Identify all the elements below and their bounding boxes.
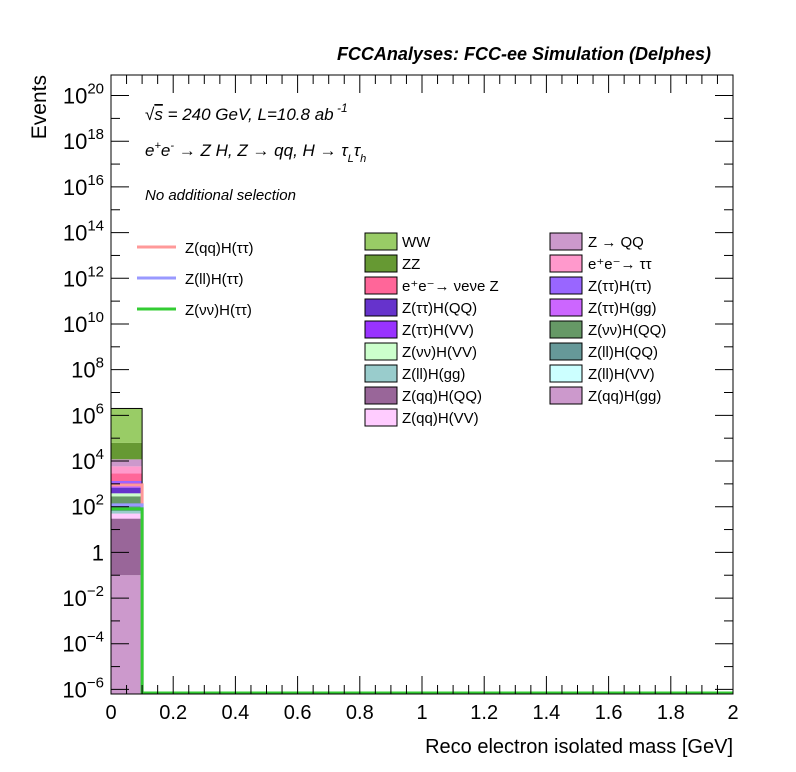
legend-label-z-h: Z(νν)H(ττ)	[185, 302, 252, 319]
y-axis-ticks: 10−6 10−4 10−2 1 102 104 106 108 1010 1012 1014 101…	[62, 81, 733, 702]
legend-label-e-e-e-e-z: e⁺e⁻→ νeνe Z	[402, 278, 499, 295]
chart-title: FCCAnalyses: FCC-ee Simulation (Delphes)	[337, 44, 711, 64]
y-tick-label: 1012	[63, 263, 104, 291]
x-tick-label: 1	[416, 702, 427, 724]
y-tick-label: 104	[71, 446, 104, 474]
legend-label-ww: WW	[402, 234, 431, 251]
y-tick-label: 106	[71, 400, 104, 428]
legend-label-z-h-gg: Z(ττ)H(gg)	[588, 300, 657, 317]
y-tick-label: 1010	[63, 309, 104, 337]
legend-swatch-z-h	[549, 276, 583, 295]
y-tick-label: 1020	[63, 81, 104, 109]
plot-frame	[110, 74, 734, 695]
legend: WW ZZ e⁺e⁻→ νeνe Z Z(ττ)H(QQ) Z(ττ)H(VV) Z(νν…	[137, 232, 666, 427]
bar-z-h-qq	[111, 487, 143, 494]
legend-label-z-qq-h: Z(qq)H(ττ)	[185, 240, 254, 257]
legend-label-z-h-qq: Z(νν)H(QQ)	[588, 322, 666, 339]
legend-swatch-e-e-e-e-z	[364, 276, 398, 295]
signal-line-z-qq-h	[111, 483, 733, 695]
x-tick-label: 1.8	[657, 702, 685, 724]
legend-swatch-z-qq-h-vv	[364, 408, 398, 427]
x-tick-label: 0	[105, 702, 116, 724]
legend-label-z-h-vv: Z(ττ)H(VV)	[402, 322, 474, 339]
x-tick-label: 0.2	[159, 702, 187, 724]
legend-label-z-h: Z(ττ)H(ττ)	[588, 278, 652, 295]
legend-label-zz: ZZ	[402, 256, 420, 273]
legend-swatch-z-h-qq	[549, 320, 583, 339]
legend-label-z-ll-h-vv: Z(ll)H(VV)	[588, 366, 655, 383]
bar-z-qq-h-qq	[111, 518, 143, 576]
legend-label-z-qq-h-gg: Z(qq)H(gg)	[588, 388, 661, 405]
annotation-process: e+e- → Z H, Z → qq, H → τLτh	[145, 140, 366, 165]
y-tick-label: 108	[71, 355, 104, 383]
legend-swatch-z-ll-h-qq	[549, 342, 583, 361]
signal-line-z-h	[111, 507, 733, 695]
signal-line-z-ll-h	[111, 503, 733, 695]
legend-swatch-z-ll-h-gg	[364, 364, 398, 383]
x-axis-label: Reco electron isolated mass [GeV]	[425, 736, 733, 758]
histogram-bars	[110, 407, 143, 695]
bar-e-e-e-e-z	[111, 473, 143, 481]
x-tick-label: 2	[727, 702, 738, 724]
y-axis-label: Events	[28, 75, 51, 139]
signal-histograms	[111, 483, 733, 695]
y-tick-label: 1018	[63, 126, 104, 154]
bar-z-h	[111, 480, 143, 483]
legend-label-z-ll-h: Z(ll)H(ττ)	[185, 271, 244, 288]
legend-swatch-zz	[364, 254, 398, 273]
bar-zz	[111, 442, 143, 460]
x-axis-ticks: 0 0.2 0.4 0.6 0.8 1 1.2 1.4 1.6 1.8 2	[105, 75, 739, 724]
bar-z-qq-h-gg	[111, 575, 143, 694]
bar-z-h-vv	[111, 493, 143, 497]
x-tick-label: 1.4	[532, 702, 560, 724]
y-tick-label: 10−2	[62, 583, 104, 611]
bar-z-h-gg	[111, 485, 143, 488]
legend-swatch-z-qq-h-qq	[364, 386, 398, 405]
legend-label-z-qq-h-vv: Z(qq)H(VV)	[402, 410, 479, 427]
x-tick-label: 0.4	[221, 702, 249, 724]
y-tick-label: 10−6	[62, 674, 104, 702]
x-tick-label: 0.8	[346, 702, 374, 724]
legend-swatch-z-h-qq	[364, 298, 398, 317]
legend-label-e-e: e⁺e⁻→ ττ	[588, 256, 652, 273]
legend-swatch-z-qq	[549, 232, 583, 251]
x-tick-label: 0.6	[284, 702, 312, 724]
legend-label-z-qq: Z → QQ	[588, 234, 644, 251]
y-tick-label: 1014	[63, 218, 104, 246]
legend-swatch-z-h-vv	[364, 342, 398, 361]
legend-swatch-z-qq-h-gg	[549, 386, 583, 405]
bar-ww	[111, 408, 143, 443]
legend-label-z-h-qq: Z(ττ)H(QQ)	[402, 300, 477, 317]
bar-z-h-qq	[111, 496, 143, 504]
x-tick-label: 1.6	[595, 702, 623, 724]
legend-label-z-ll-h-qq: Z(ll)H(QQ)	[588, 344, 658, 361]
y-tick-label: 1016	[63, 172, 104, 200]
annotation-energy: √s = 240 GeV, L=10.8 ab -1	[145, 101, 348, 124]
bar-z-qq-h-vv	[111, 513, 143, 519]
bar-e-e	[111, 466, 143, 474]
legend-swatch-e-e	[549, 254, 583, 273]
y-tick-label: 1	[92, 540, 104, 565]
legend-swatch-z-ll-h-vv	[549, 364, 583, 383]
legend-label-z-ll-h-gg: Z(ll)H(gg)	[402, 366, 465, 383]
legend-swatch-z-h-gg	[549, 298, 583, 317]
annotation-selection: No additional selection	[145, 187, 296, 204]
legend-swatch-z-h-vv	[364, 320, 398, 339]
bar-z-qq	[111, 459, 143, 467]
legend-label-z-h-vv: Z(νν)H(VV)	[402, 344, 477, 361]
y-tick-label: 102	[71, 492, 104, 520]
legend-swatch-ww	[364, 232, 398, 251]
bar-z-ll-h-gg	[111, 510, 143, 514]
x-tick-label: 1.2	[470, 702, 498, 724]
y-tick-label: 10−4	[62, 629, 104, 657]
legend-label-z-qq-h-qq: Z(qq)H(QQ)	[402, 388, 482, 405]
